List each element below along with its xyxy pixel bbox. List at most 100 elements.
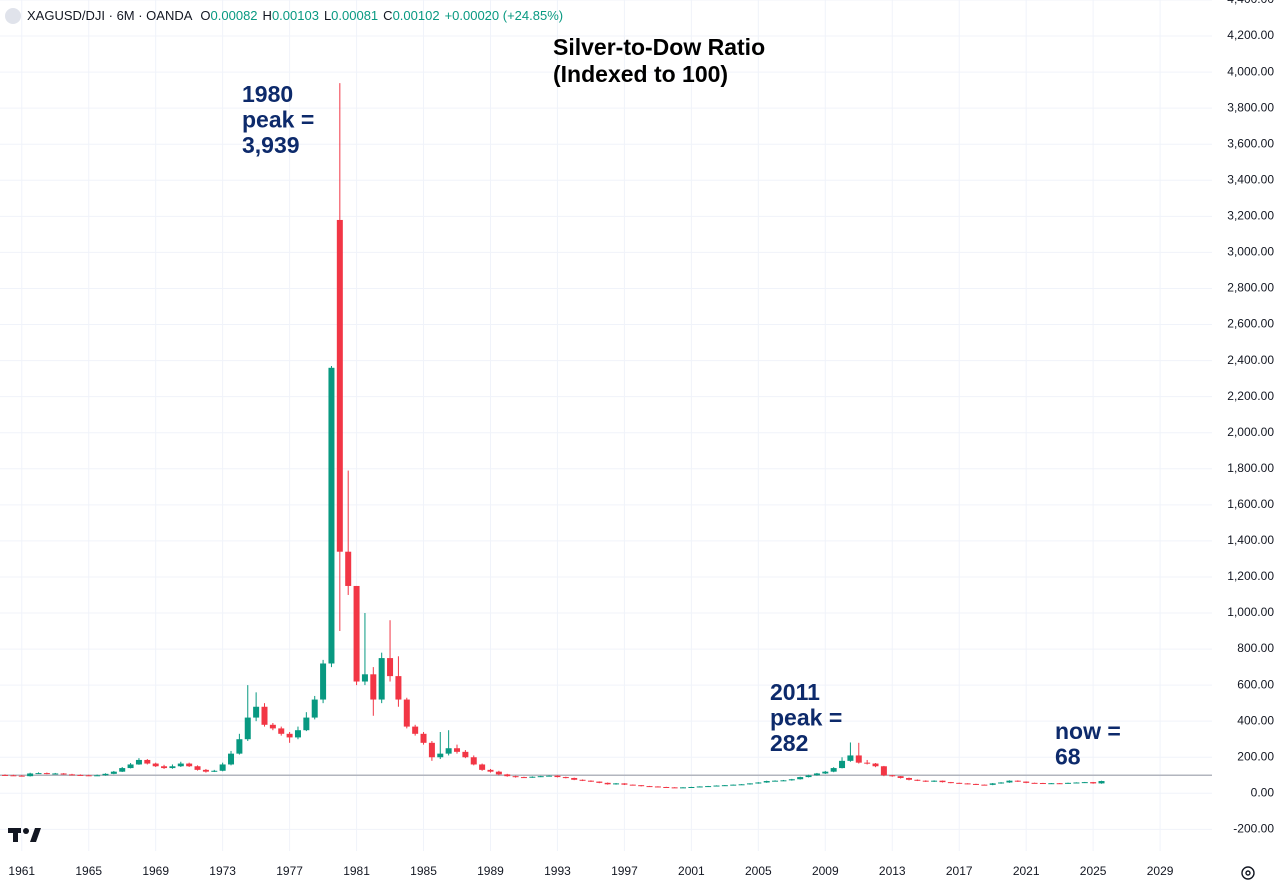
x-tick-label: 2029 <box>1147 864 1174 878</box>
candle-body <box>462 751 469 758</box>
x-tick-label: 1977 <box>276 864 303 878</box>
candle-body <box>947 782 954 784</box>
candle-body <box>638 785 645 787</box>
annotation: peak = <box>242 107 314 133</box>
candle-body <box>721 785 728 787</box>
annotation: 282 <box>770 730 808 756</box>
candle-body <box>445 748 452 754</box>
ohlc-label: L <box>324 8 331 23</box>
x-tick-label: 2009 <box>812 864 839 878</box>
candle-body <box>763 781 770 783</box>
candle-body <box>144 759 151 764</box>
y-tick-label: 3,000.00 <box>1227 245 1274 259</box>
candle-body <box>437 753 444 758</box>
candle-body <box>998 782 1005 784</box>
candle-body <box>705 786 712 788</box>
candle-body <box>897 776 904 778</box>
gear-center[interactable] <box>1245 870 1251 876</box>
x-tick-label: 1989 <box>477 864 504 878</box>
candle-body <box>529 776 536 778</box>
candle-body <box>914 779 921 781</box>
x-tick-label: 2005 <box>745 864 772 878</box>
candle-body <box>1014 780 1021 782</box>
chart-subtitle: (Indexed to 100) <box>553 61 728 87</box>
x-tick-label: 2001 <box>678 864 705 878</box>
candle-body <box>713 785 720 787</box>
candle-body <box>872 763 879 767</box>
candle-body <box>395 676 402 700</box>
y-tick-label: 3,200.00 <box>1227 209 1274 223</box>
header-line: XAGUSD/DJI · 6M · OANDA O0.00082 H0.00103 L… <box>27 8 563 23</box>
candle-body <box>186 763 193 767</box>
y-tick-label: 2,800.00 <box>1227 281 1274 295</box>
candle-body <box>604 782 611 785</box>
x-tick-label: 2013 <box>879 864 906 878</box>
symbol-icon <box>5 8 21 24</box>
candle-body <box>412 726 419 734</box>
candle-body <box>855 755 862 763</box>
candle-body <box>202 769 209 772</box>
ohlc-value: 0.00103 <box>272 8 319 23</box>
candle-body <box>269 724 276 729</box>
chart-title: Silver-to-Dow Ratio <box>553 34 765 60</box>
candle-body <box>236 739 243 754</box>
x-tick-label: 2025 <box>1080 864 1107 878</box>
candle-body <box>135 759 142 765</box>
candle-body <box>161 766 168 769</box>
y-tick-label: 400.00 <box>1237 713 1274 727</box>
candle-body <box>261 706 268 725</box>
candles <box>2 83 1105 789</box>
x-tick-label: 1981 <box>343 864 370 878</box>
candle-body <box>629 784 636 786</box>
candle-body <box>1023 781 1030 783</box>
candle-body <box>746 783 753 785</box>
candle-body <box>353 585 360 682</box>
candle-body <box>35 773 42 775</box>
logo-part <box>23 828 29 834</box>
gear[interactable] <box>1241 866 1255 880</box>
candle-body <box>403 699 410 727</box>
candle-body <box>119 768 126 772</box>
candle-body <box>27 773 34 777</box>
grid <box>0 0 1212 851</box>
y-tick-label: 0.00 <box>1251 785 1275 799</box>
candle-body <box>972 783 979 785</box>
annotation: now = <box>1055 718 1121 744</box>
x-tick-label: 1997 <box>611 864 638 878</box>
candle-body <box>680 787 687 789</box>
candle-body <box>780 780 787 782</box>
y-tick-label: 1,800.00 <box>1227 461 1274 475</box>
x-tick-label: 1973 <box>209 864 236 878</box>
candle-body <box>839 760 846 769</box>
candle-body <box>688 786 695 788</box>
candle-body <box>177 763 184 767</box>
candle-body <box>2 774 9 776</box>
legend-header: XAGUSD/DJI · 6M · OANDA O0.00082 H0.00103 L… <box>5 8 563 24</box>
candle-body <box>43 773 50 775</box>
candle-body <box>420 733 427 743</box>
x-tick-label: 1961 <box>8 864 35 878</box>
candle-body <box>730 784 737 786</box>
candle-body <box>537 776 544 778</box>
candle-body <box>361 674 368 682</box>
candle-body <box>10 775 17 777</box>
candle-body <box>387 658 394 677</box>
candle-body <box>194 766 201 770</box>
settings-icon[interactable] <box>1241 866 1255 880</box>
candle-body <box>939 780 946 783</box>
candle-body <box>520 777 527 779</box>
candle-body <box>847 755 854 761</box>
candle-body <box>228 753 235 765</box>
x-tick-label: 2021 <box>1013 864 1040 878</box>
logo-part <box>13 828 18 842</box>
candle-body <box>880 766 887 776</box>
candle-body <box>77 774 84 776</box>
x-tick-label: 1969 <box>142 864 169 878</box>
candle-body <box>755 782 762 784</box>
candle-body <box>830 768 837 772</box>
change: +0.00020 (+24.85%) <box>445 8 564 23</box>
candle-body <box>822 771 829 774</box>
candle-body <box>922 780 929 782</box>
candle-body <box>303 717 310 731</box>
candle-body <box>579 779 586 781</box>
